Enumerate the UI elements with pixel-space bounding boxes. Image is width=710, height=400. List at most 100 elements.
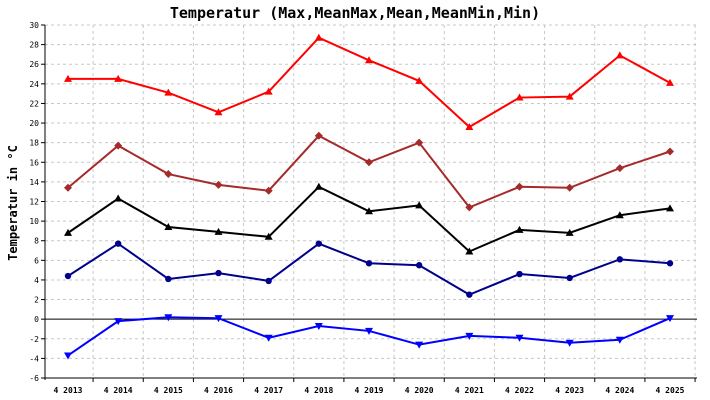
series-max [64,33,674,130]
y-tick-label: 0 [34,315,39,324]
x-tick-label: 4 2024 [605,386,634,395]
y-tick-label: 22 [29,99,39,108]
data-point-triangle-up [164,222,173,230]
data-point-circle [64,272,72,280]
y-tick-label: 24 [29,80,39,89]
data-point-triangle-up [465,122,474,130]
data-point-triangle-down [465,332,474,340]
data-point-diamond [465,203,474,212]
data-point-circle [516,270,523,278]
y-tick-label: 26 [29,60,39,69]
series-min [64,314,674,360]
data-point-triangle-down [264,334,273,342]
data-point-triangle-up [314,33,323,41]
x-tick-label: 4 2022 [505,386,534,395]
data-point-triangle-up [214,108,223,116]
y-tick-label: 28 [29,41,39,50]
y-tick-label: 16 [29,158,39,167]
series-mean [64,182,674,255]
data-point-diamond [415,138,424,147]
y-tick-label: -4 [29,354,39,363]
data-point-triangle-down [214,315,223,323]
series-line-max [68,36,671,129]
data-point-triangle-up [164,88,173,96]
x-tick-label: 4 2014 [104,386,133,395]
data-point-triangle-down [164,314,173,322]
chart-title: Temperatur (Max,MeanMax,Mean,MeanMin,Min… [170,4,540,22]
x-tick-label: 4 2018 [304,386,333,395]
y-axis-label: Temperatur in °C [6,145,20,261]
data-point-triangle-up [365,207,373,215]
x-tick-label: 4 2020 [405,386,434,395]
x-tick-labels: 4 2013 4 2014 4 2015 4 2016 4 2017 4 2018 4 20… [54,386,685,395]
data-point-triangle-up [615,211,624,219]
data-point-triangle-up [365,56,373,64]
data-point-triangle-up [615,51,624,59]
data-point-triangle-up [515,93,524,101]
series-layer [64,33,674,360]
y-tick-label: -6 [29,374,39,383]
y-tick-label: 10 [29,217,39,226]
data-point-triangle-down [565,339,574,347]
data-point-circle [265,277,272,285]
data-point-circle [215,269,222,277]
data-point-diamond [264,186,273,195]
data-point-triangle-up [264,232,273,240]
y-tick-label: 2 [34,296,39,305]
y-tick-label: 4 [34,276,39,285]
data-point-circle [165,275,172,283]
grid-layer [45,24,697,379]
data-point-diamond [615,164,624,173]
series-line-min [67,316,671,357]
y-tick-label: 20 [29,119,39,128]
data-point-circle [114,240,122,247]
data-point-circle [415,262,423,269]
data-point-diamond [64,183,72,192]
data-point-triangle-down [515,334,524,342]
y-tick-label: 6 [34,256,39,265]
x-tick-label: 4 2025 [656,386,685,395]
data-point-diamond [666,147,674,156]
data-point-triangle-up [114,74,123,82]
x-tick-label: 4 2017 [254,386,283,395]
series-line-meanmin [67,242,671,296]
series-line-mean [67,185,671,253]
data-point-diamond [164,170,173,179]
data-point-triangle-down [114,318,123,326]
data-point-diamond [365,158,373,167]
data-point-circle [616,256,624,263]
data-point-triangle-down [666,315,674,323]
data-point-triangle-up [314,182,323,190]
data-point-triangle-up [666,78,674,86]
x-tick-label: 4 2013 [54,386,83,395]
data-point-circle [566,274,573,282]
data-point-triangle-up [515,225,524,233]
y-tick-label: 30 [29,21,39,30]
data-point-diamond [565,183,574,192]
data-point-diamond [114,141,123,150]
x-tick-label: 4 2019 [355,386,384,395]
data-point-triangle-down [365,327,373,335]
data-point-diamond [314,131,323,140]
data-point-triangle-up [214,227,223,235]
data-point-triangle-down [64,352,72,360]
x-tick-label: 4 2016 [204,386,233,395]
series-meanmax [64,131,674,212]
data-point-triangle-up [415,76,424,84]
series-meanmin [64,240,674,298]
x-tick-label: 4 2015 [154,386,183,395]
data-point-triangle-up [64,228,72,236]
y-tick-label: 14 [29,178,39,187]
data-point-diamond [515,182,524,191]
y-tick-label: -2 [29,335,39,344]
data-point-triangle-up [114,194,123,202]
y-tick-label: 18 [29,139,39,148]
data-point-triangle-up [565,92,574,100]
y-tick-label: 8 [34,237,39,246]
data-point-circle [466,291,473,298]
y-tick-label: 12 [29,198,39,207]
data-point-triangle-down [415,341,424,349]
data-point-circle [666,260,674,267]
